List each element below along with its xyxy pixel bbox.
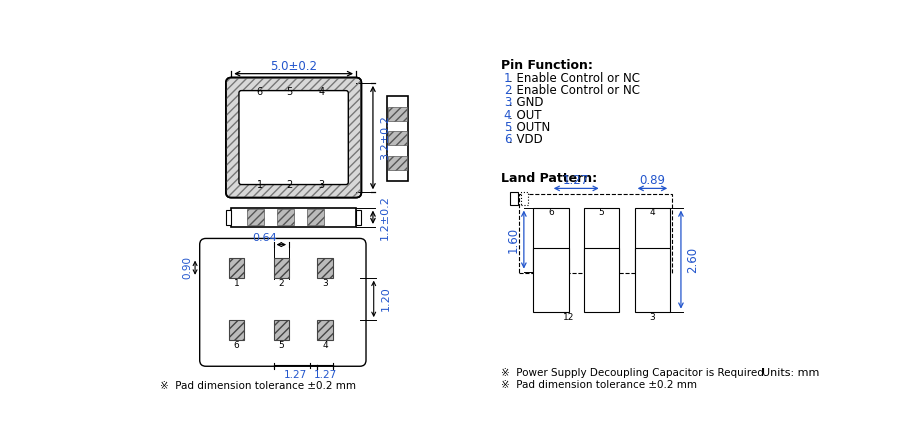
Bar xyxy=(229,257,244,278)
Text: 1.27: 1.27 xyxy=(284,371,307,380)
Text: 1.2±0.2: 1.2±0.2 xyxy=(380,195,390,240)
Text: Land Pattern:: Land Pattern: xyxy=(500,172,596,185)
Text: . OUT: . OUT xyxy=(509,109,541,122)
Bar xyxy=(273,257,289,278)
Text: 5: 5 xyxy=(598,208,604,217)
Text: 3.2±0.2: 3.2±0.2 xyxy=(380,115,390,160)
Text: 2: 2 xyxy=(504,84,511,97)
Text: . Enable Control or NC: . Enable Control or NC xyxy=(509,72,640,85)
Bar xyxy=(229,320,244,340)
FancyBboxPatch shape xyxy=(239,91,348,185)
Bar xyxy=(509,192,517,205)
Text: 1: 1 xyxy=(256,180,263,190)
Text: 3: 3 xyxy=(322,278,328,287)
Text: 3: 3 xyxy=(649,313,654,322)
Text: 12: 12 xyxy=(562,313,573,322)
Text: 1.20: 1.20 xyxy=(380,287,391,311)
Text: 2: 2 xyxy=(278,278,284,287)
Text: 4: 4 xyxy=(649,208,654,217)
Text: 1.27: 1.27 xyxy=(562,174,589,187)
Bar xyxy=(356,210,361,224)
Text: 5.0±0.2: 5.0±0.2 xyxy=(270,60,317,73)
Text: 6: 6 xyxy=(548,208,553,217)
Bar xyxy=(273,320,289,340)
Bar xyxy=(388,156,406,170)
Text: . OUTN: . OUTN xyxy=(509,121,550,134)
Text: 1: 1 xyxy=(504,72,511,85)
Text: 0.89: 0.89 xyxy=(639,174,664,187)
Text: 1.27: 1.27 xyxy=(313,371,336,380)
Bar xyxy=(388,131,406,145)
Bar xyxy=(584,248,618,312)
Text: Pin Function:: Pin Function: xyxy=(500,59,592,72)
Bar xyxy=(634,248,669,312)
Bar xyxy=(532,248,568,312)
Bar xyxy=(317,257,333,278)
Bar xyxy=(231,208,356,227)
Text: 0.64: 0.64 xyxy=(252,233,277,244)
Bar xyxy=(532,208,568,271)
Text: 5: 5 xyxy=(504,121,511,134)
Bar xyxy=(388,107,406,121)
Text: 1.60: 1.60 xyxy=(506,227,519,253)
Text: 6: 6 xyxy=(233,341,239,350)
Text: 3: 3 xyxy=(504,97,511,110)
Bar xyxy=(634,208,669,271)
Text: ※  Pad dimension tolerance ±0.2 mm: ※ Pad dimension tolerance ±0.2 mm xyxy=(160,381,356,391)
Bar xyxy=(584,208,618,271)
Bar xyxy=(518,194,672,273)
Text: . VDD: . VDD xyxy=(509,133,542,146)
FancyBboxPatch shape xyxy=(226,77,361,198)
FancyBboxPatch shape xyxy=(199,238,366,366)
Text: ※  Pad dimension tolerance ±0.2 mm: ※ Pad dimension tolerance ±0.2 mm xyxy=(500,380,696,390)
Bar xyxy=(317,320,333,340)
Text: 2: 2 xyxy=(287,180,292,190)
Text: 3: 3 xyxy=(318,180,324,190)
Bar xyxy=(278,209,294,225)
Bar xyxy=(520,192,528,205)
Text: 4: 4 xyxy=(322,341,328,350)
Text: 6: 6 xyxy=(504,133,511,146)
Bar xyxy=(226,210,231,224)
Bar xyxy=(386,96,408,181)
Bar xyxy=(247,209,264,225)
Text: 5: 5 xyxy=(287,87,292,97)
Text: 4: 4 xyxy=(318,87,324,97)
Bar xyxy=(307,209,324,225)
Text: 2.60: 2.60 xyxy=(686,247,698,273)
Text: Units: mm: Units: mm xyxy=(762,368,819,378)
Text: 6: 6 xyxy=(256,87,263,97)
Text: 5: 5 xyxy=(278,341,284,350)
Text: 1: 1 xyxy=(233,278,239,287)
Text: ※  Power Supply Decoupling Capacitor is Required.: ※ Power Supply Decoupling Capacitor is R… xyxy=(500,368,766,378)
Text: 4: 4 xyxy=(504,109,511,122)
Text: 0.90: 0.90 xyxy=(182,256,192,279)
Text: . GND: . GND xyxy=(509,97,543,110)
Text: . Enable Control or NC: . Enable Control or NC xyxy=(509,84,640,97)
